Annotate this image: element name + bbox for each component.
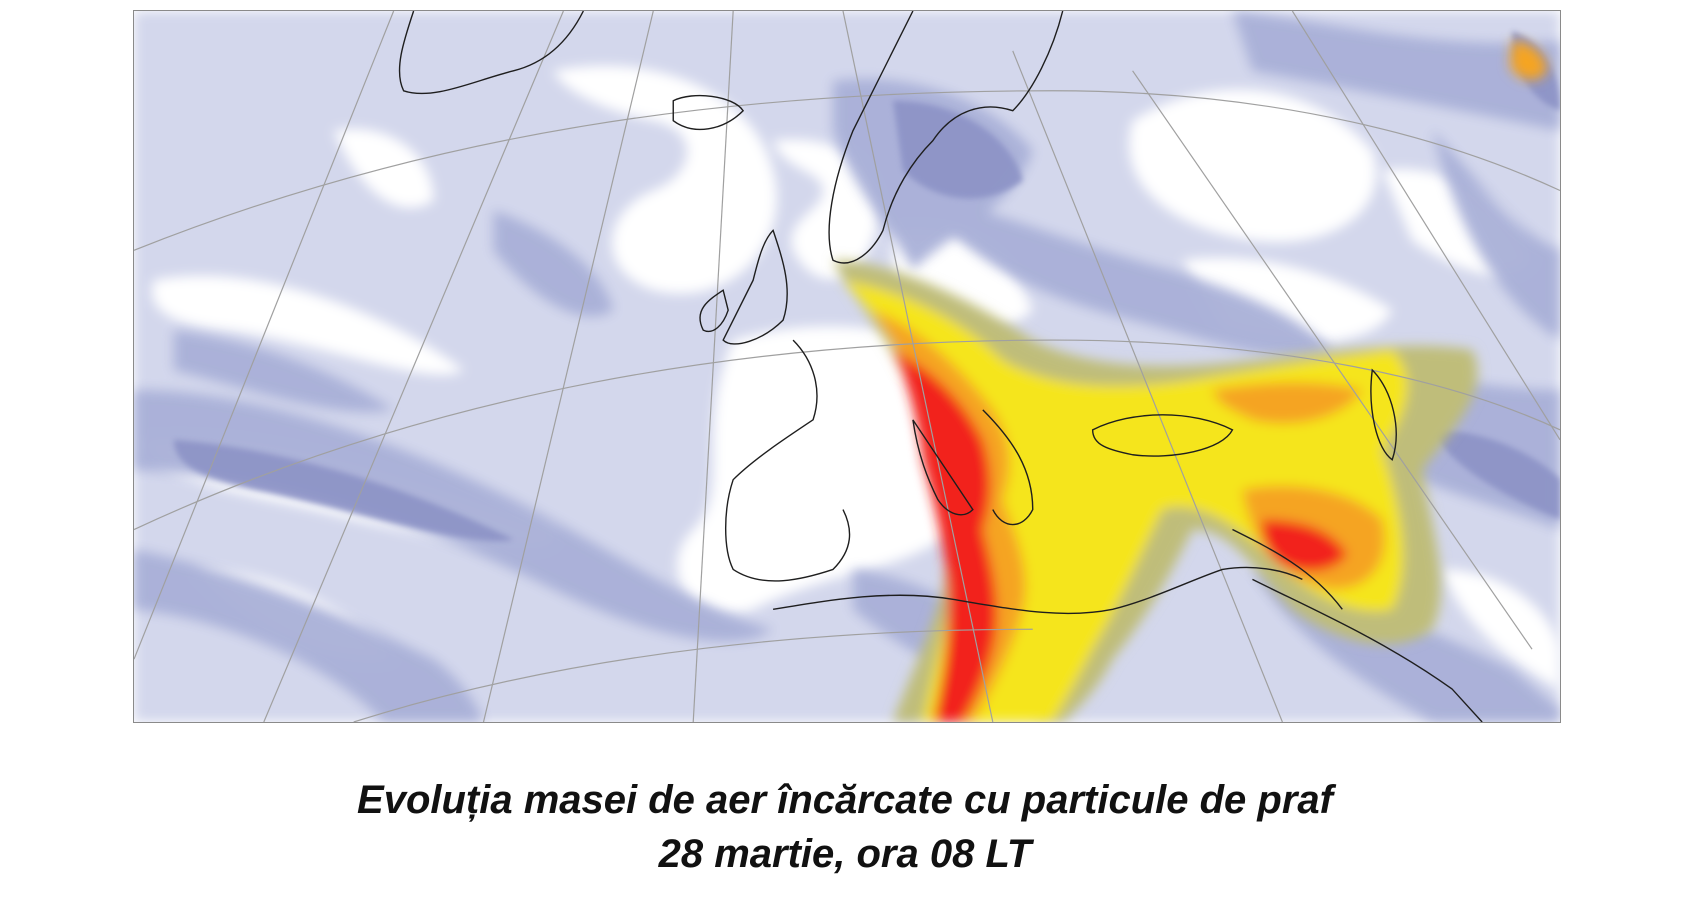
dust-forecast-map: [133, 10, 1561, 723]
caption-title: Evoluția masei de aer încărcate cu parti…: [357, 778, 1333, 822]
map-canvas: [134, 11, 1560, 722]
caption-date: 28 martie, ora 08 LT: [658, 832, 1032, 876]
graticule: [134, 11, 1560, 722]
coastlines: [398, 11, 1483, 722]
